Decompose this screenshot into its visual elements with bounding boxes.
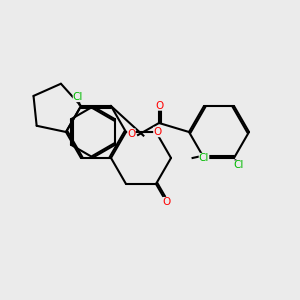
Text: O: O bbox=[162, 197, 171, 207]
Text: Cl: Cl bbox=[199, 153, 209, 163]
Text: O: O bbox=[127, 128, 136, 139]
Text: O: O bbox=[153, 127, 162, 137]
Text: Cl: Cl bbox=[73, 92, 83, 102]
Text: O: O bbox=[155, 100, 163, 111]
Text: Cl: Cl bbox=[233, 160, 244, 170]
